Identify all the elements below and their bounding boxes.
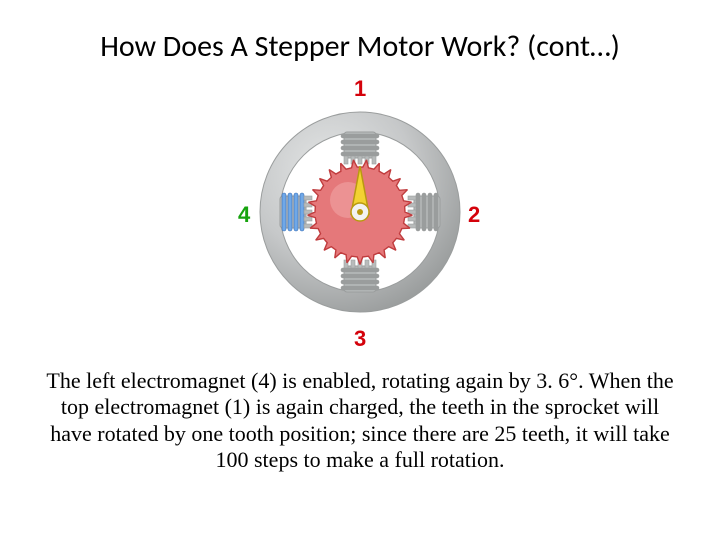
- stepper-motor-diagram: 1234: [230, 82, 490, 342]
- coil-label-1: 1: [354, 76, 366, 102]
- coil-label-4: 4: [238, 202, 250, 228]
- caption-text: The left electromagnet (4) is enabled, r…: [40, 368, 680, 474]
- coil-label-3: 3: [354, 326, 366, 352]
- motor-svg: [230, 82, 490, 342]
- coil-label-2: 2: [468, 202, 480, 228]
- page-title: How Does A Stepper Motor Work? (cont…): [0, 28, 720, 65]
